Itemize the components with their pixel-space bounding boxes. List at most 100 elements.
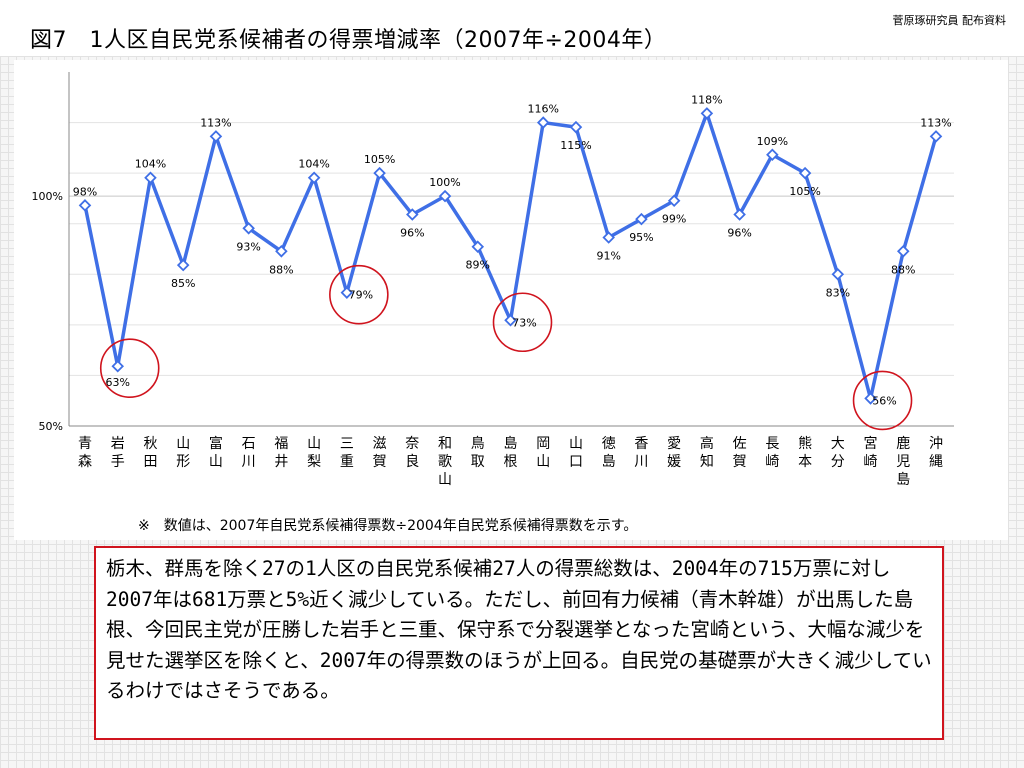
data-label: 104%	[135, 158, 166, 171]
data-point	[864, 392, 877, 405]
data-point	[471, 240, 485, 253]
series-line	[83, 111, 938, 401]
x-tick-label: 沖	[929, 436, 943, 452]
x-tick-label: 崎	[864, 454, 878, 470]
x-tick-label: 良	[405, 454, 419, 470]
data-label: 95%	[629, 231, 653, 244]
series-polyline	[83, 111, 938, 401]
x-tick-label: 鹿	[896, 435, 910, 452]
data-label: 115%	[560, 139, 591, 152]
x-tick-label: 縄	[929, 454, 943, 470]
highlight-circles	[99, 264, 913, 431]
x-tick-label: 富	[209, 435, 223, 452]
data-point	[176, 258, 190, 272]
data-label: 83%	[826, 286, 850, 299]
x-tick-label: 宮	[864, 436, 878, 452]
data-point	[209, 130, 223, 143]
x-tick-label: 山	[536, 454, 550, 470]
highlight-circle	[99, 338, 160, 399]
x-tick-label: 口	[569, 454, 583, 470]
x-tick-label: 島	[504, 436, 518, 452]
data-label: 93%	[236, 240, 260, 253]
data-point	[504, 313, 517, 327]
data-label: 113%	[920, 116, 951, 129]
x-tick-label: 島	[602, 454, 616, 470]
data-point	[373, 166, 386, 180]
x-tick-label: 重	[340, 454, 354, 470]
data-points	[78, 107, 943, 405]
x-tick-label: 賀	[733, 454, 747, 470]
data-label: 105%	[789, 185, 820, 198]
data-point	[700, 107, 714, 120]
x-tick-label: 手	[111, 454, 125, 470]
summary-textbox: 栃木、群馬を除く27の1人区の自民党系候補27人の得票総数は、2004年の715…	[94, 546, 944, 740]
x-tick-label: 三	[340, 436, 354, 452]
x-tick-label: 本	[798, 454, 812, 470]
x-tick-label: 山	[569, 436, 583, 452]
x-tick-labels: 青森岩手秋田山形富山石川福井山梨三重滋賀奈良和歌山鳥取島根岡山山口徳島香川愛媛高…	[78, 435, 943, 488]
x-tick-label: 高	[700, 435, 714, 452]
data-label: 116%	[528, 103, 559, 116]
x-tick-label: 形	[176, 454, 190, 470]
line-chart: 100%50% 青森岩手秋田山形富山石川福井山梨三重滋賀奈良和歌山鳥取島根岡山山…	[32, 72, 954, 488]
x-tick-label: 山	[209, 454, 223, 470]
highlight-circle	[329, 264, 389, 325]
y-tick-label: 50%	[39, 420, 63, 433]
data-point	[78, 199, 92, 212]
x-tick-label: 福	[274, 436, 288, 452]
data-point	[602, 231, 615, 244]
data-label: 100%	[429, 176, 460, 189]
x-tick-label: 賀	[373, 454, 387, 470]
x-tick-label: 分	[831, 454, 845, 470]
data-label: 104%	[298, 158, 329, 171]
data-point	[667, 194, 681, 208]
data-point	[111, 359, 125, 373]
data-label: 96%	[727, 227, 751, 240]
x-tick-label: 知	[700, 453, 714, 470]
data-point	[275, 245, 288, 258]
x-tick-label: 森	[78, 454, 92, 470]
x-tick-label: 島	[896, 472, 910, 488]
x-tick-label: 田	[143, 454, 157, 470]
x-tick-label: 山	[307, 436, 321, 452]
data-label: 88%	[891, 263, 915, 276]
x-tick-label: 熊	[798, 436, 812, 452]
x-tick-label: 石	[242, 436, 256, 452]
chart-panel: 100% 50% 青森岩手秋田山形富山石川福井山梨三重滋賀奈良和歌山鳥取島根岡山山…	[14, 60, 1008, 540]
x-tick-label: 和	[438, 436, 452, 452]
data-label: 79%	[349, 289, 373, 302]
data-point	[831, 268, 845, 281]
data-label: 118%	[691, 93, 722, 106]
data-point	[896, 245, 910, 258]
data-label: 98%	[73, 185, 97, 198]
x-tick-label: 秋	[143, 436, 157, 452]
data-point	[766, 148, 779, 162]
data-label: 56%	[872, 394, 896, 407]
data-point	[340, 286, 354, 299]
x-tick-label: 梨	[307, 454, 321, 470]
credit-label: 菅原琢研究員 配布資料	[892, 14, 1007, 27]
data-point	[307, 171, 321, 185]
x-tick-label: 児	[896, 454, 910, 470]
x-tick-label: 川	[634, 454, 648, 470]
x-tick-label: 佐	[733, 436, 747, 452]
data-labels: 98% 63% 104% 85% 113% 93% 88% 104% 79% 105% 96% 100…	[73, 93, 952, 407]
data-label: 109%	[757, 135, 788, 148]
data-label: 99%	[662, 213, 686, 226]
x-tick-label: 崎	[765, 454, 779, 470]
data-point	[733, 208, 746, 221]
data-point	[929, 130, 943, 143]
data-point	[536, 116, 550, 129]
data-point	[242, 222, 255, 235]
x-tick-label: 井	[274, 454, 288, 470]
footnote: ※ 数値は、2007年自民党系候補得票数÷2004年自民党系候補得票数を示す。	[138, 518, 638, 534]
x-tick-label: 岡	[536, 436, 550, 452]
data-point	[144, 171, 157, 185]
x-tick-label: 愛	[667, 436, 681, 452]
x-tick-label: 長	[765, 436, 779, 452]
x-tick-label: 山	[438, 472, 452, 488]
highlight-circle	[492, 292, 553, 353]
axes	[68, 72, 954, 427]
data-point	[798, 166, 812, 180]
x-tick-label: 鳥	[471, 436, 485, 452]
